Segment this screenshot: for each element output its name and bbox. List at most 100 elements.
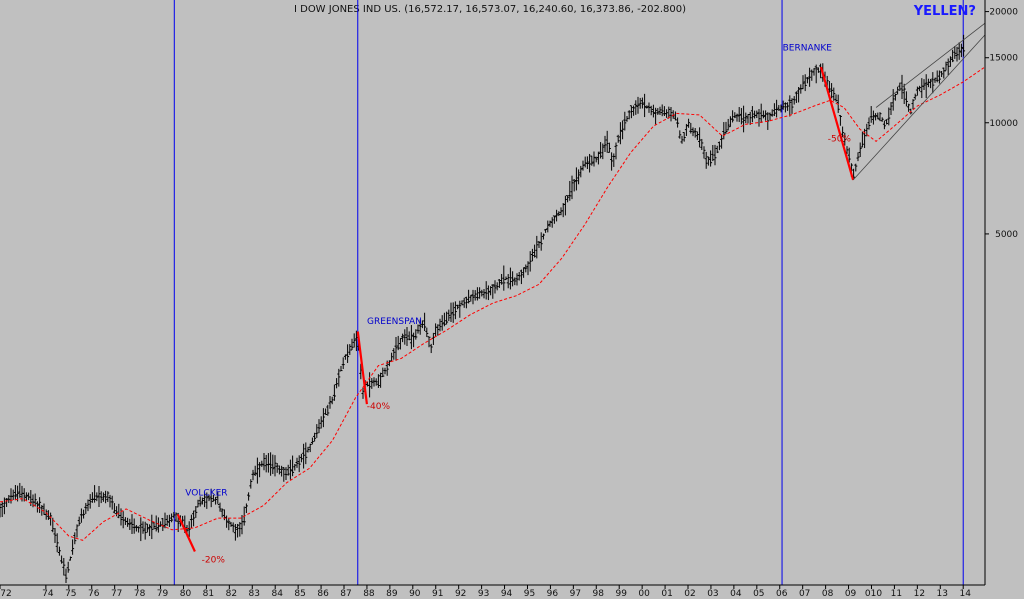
price-bar-438 [962,34,966,57]
x-tick-label-27: 00 [638,589,650,599]
price-bar-144 [315,424,319,438]
price-bar-235 [515,273,519,286]
price-bar-147 [321,408,325,428]
x-tick-label-26: 99 [615,589,627,599]
price-bar-215 [471,289,475,305]
price-bar-342 [750,106,754,123]
price-bar-395 [867,117,871,130]
annotation-6: YELLEN? [913,4,976,19]
price-bar-238 [522,267,526,278]
price-bar-303 [665,109,669,118]
price-bar-299 [656,108,660,115]
price-bar-321 [704,151,708,169]
price-bar-70 [152,521,156,530]
price-bar-104 [227,517,231,531]
price-bar-98 [214,496,218,505]
price-bar-372 [816,67,820,73]
x-axis: 72 74 75 76 77 78 79 80 81 82 83 84 85 86 87 88 89 90 91 92… [0,585,971,599]
price-bar-91 [198,496,202,507]
price-bar-228 [500,273,504,285]
price-bar-233 [511,271,515,287]
price-bar-52 [112,503,116,514]
price-bar-225 [493,280,497,294]
price-bar-432 [948,56,952,67]
price-bar-29 [62,557,66,576]
price-bar-412 [904,91,908,107]
price-bar-45 [97,485,101,508]
x-tick-label-12: 85 [294,589,305,599]
price-bar-431 [946,58,950,76]
price-bar-64 [139,517,143,542]
price-bar-62 [134,524,138,532]
price-bar-237 [519,269,523,285]
price-bar-213 [467,289,471,304]
price-bar-50 [108,494,112,508]
price-bar-257 [563,195,567,216]
price-bar-291 [638,97,642,109]
price-bar-424 [931,72,935,94]
price-bar-390 [856,152,860,162]
price-bar-260 [570,175,574,200]
price-bar-160 [350,338,354,351]
x-tick-label-9: 82 [226,589,237,599]
price-bar-2 [2,497,6,515]
price-bar-249 [546,220,550,233]
price-bar-223 [489,286,493,296]
price-bar-101 [220,508,224,518]
price-bar-117 [255,457,259,484]
x-tick-label-39: 12 [914,589,925,599]
annotation-5: -50% [828,134,852,144]
price-bar-93 [203,492,207,508]
price-bar-250 [548,220,552,227]
price-bar-129 [282,467,286,482]
price-bar-427 [937,70,941,84]
price-bar-400 [878,112,882,122]
price-bar-193 [423,312,427,331]
chart-title: I DOW JONES IND US. (16,572.17, 16,573.0… [294,4,686,15]
price-bar-355 [779,104,783,113]
price-bar-411 [902,83,906,104]
price-bar-337 [739,108,743,125]
y-axis: 5000 10000 15000 20000 [985,8,1018,240]
price-bar-283 [621,120,625,140]
price-bar-1 [0,501,4,517]
price-bar-55 [119,508,123,526]
price-bar-185 [405,327,409,347]
price-bar-200 [438,318,442,332]
price-bar-184 [403,329,407,345]
price-bar-259 [568,180,572,201]
price-bar-69 [150,514,154,540]
price-bar-90 [196,499,200,508]
price-bar-352 [772,103,776,117]
price-bar-214 [469,294,473,302]
swing-line-3 [356,331,368,405]
x-tick-label-25: 98 [593,589,605,599]
price-bar-34 [73,532,77,545]
price-bar-9 [18,482,22,498]
price-bar-380 [834,94,838,102]
price-bar-269 [590,155,594,166]
price-bar-80 [174,512,178,522]
price-bar-95 [207,494,211,502]
price-bar-399 [876,112,880,120]
price-bar-6 [11,489,15,500]
price-bar-115 [251,469,255,481]
price-bar-138 [302,443,306,469]
price-bar-209 [458,300,462,318]
price-bar-406 [891,89,895,111]
price-bar-74 [161,517,165,532]
price-bar-30 [64,568,68,583]
price-bar-359 [788,95,792,117]
price-bar-32 [68,556,72,561]
price-bar-328 [720,134,724,149]
price-bar-317 [695,131,699,141]
price-bar-221 [484,281,488,300]
price-bar-292 [640,97,644,109]
price-bar-216 [473,290,477,301]
price-bar-311 [682,132,686,142]
price-bar-152 [332,384,336,401]
price-bar-393 [863,128,867,149]
price-bar-205 [449,302,453,323]
price-bar-307 [673,111,677,121]
price-bar-156 [341,357,345,369]
